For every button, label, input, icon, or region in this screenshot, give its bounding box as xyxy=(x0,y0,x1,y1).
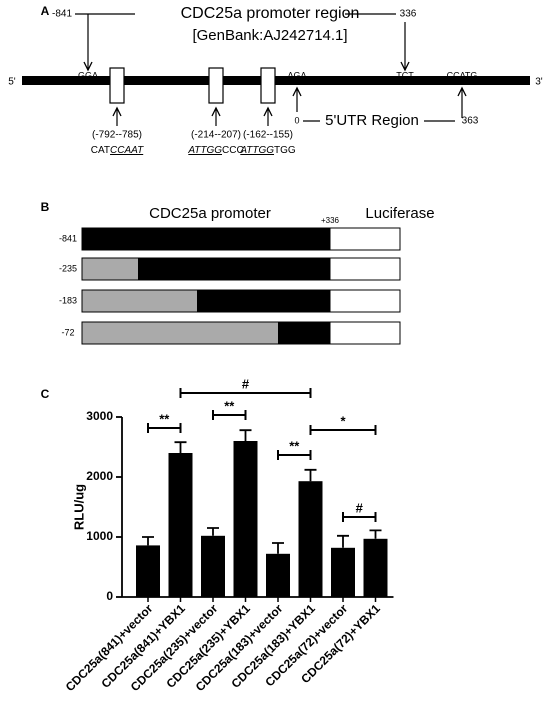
deleted-region xyxy=(82,258,138,280)
bar xyxy=(168,453,193,597)
panel-letter: B xyxy=(41,200,50,214)
error-bar xyxy=(207,527,219,536)
significance-label: * xyxy=(340,413,346,428)
arrow-head xyxy=(292,86,302,97)
deleted-region xyxy=(82,290,197,312)
construct-outline xyxy=(81,289,401,313)
luciferase-region xyxy=(329,321,401,345)
construct-label: -235 xyxy=(59,263,77,273)
arrow-head xyxy=(83,61,93,72)
construct-label: -72 xyxy=(61,327,74,337)
binding-box xyxy=(208,67,224,104)
sequence-part: ATTGG xyxy=(187,145,222,156)
construct-outline xyxy=(81,321,401,345)
bar xyxy=(363,538,388,597)
y-axis-label: RLU/ug xyxy=(71,484,86,530)
dna-strand xyxy=(22,76,530,85)
error-bar xyxy=(239,429,252,441)
arrow-head xyxy=(400,61,410,72)
utr-label: 5'UTR Region xyxy=(325,112,419,129)
error-bar xyxy=(369,529,382,539)
bar xyxy=(331,547,355,597)
construct-label: -841 xyxy=(59,233,77,243)
region-title: CDC25a promoter region xyxy=(181,5,360,22)
accession: [GenBank:AJ242714.1] xyxy=(192,27,347,44)
bar xyxy=(233,441,258,597)
significance-bracket xyxy=(342,512,377,522)
binding-box xyxy=(109,67,125,104)
promoter-label: CDC25a promoter xyxy=(149,205,271,222)
deleted-region xyxy=(82,322,278,344)
significance-label: # xyxy=(242,376,250,391)
arrow-head xyxy=(112,106,122,117)
sequence-part: CCC xyxy=(222,145,244,156)
arrow-head xyxy=(211,106,221,117)
luciferase-region xyxy=(329,227,401,251)
significance-label: ** xyxy=(224,398,235,413)
y-tick-label: 3000 xyxy=(86,409,113,423)
region-end: 336 xyxy=(400,9,417,20)
significance-label: ** xyxy=(289,438,300,453)
promoter-region xyxy=(278,322,330,344)
end-label: +336 xyxy=(321,216,340,225)
arrow-head xyxy=(457,86,467,97)
error-bar xyxy=(337,534,349,548)
significance-bracket xyxy=(277,450,312,460)
site-sequence: CATCCAAT xyxy=(91,145,144,156)
promoter-region xyxy=(138,258,330,280)
sequence-part: ATTGG xyxy=(239,145,274,156)
utr-start: 0 xyxy=(294,115,299,125)
bar xyxy=(266,553,290,597)
panel-letter: A xyxy=(41,4,50,18)
significance-bracket xyxy=(179,388,312,398)
codon: CCATG xyxy=(447,70,478,80)
site-sequence: ATTGGTGG xyxy=(239,145,296,156)
significance-label: # xyxy=(356,500,364,515)
error-bar xyxy=(304,468,317,482)
codon: AGA xyxy=(287,70,306,80)
panel-letter: C xyxy=(41,387,50,401)
error-bar xyxy=(174,441,187,453)
five-prime: 5' xyxy=(8,77,16,88)
significance-label: ** xyxy=(159,411,170,426)
site-range: (-162--155) xyxy=(243,130,293,141)
y-tick-label: 0 xyxy=(106,589,113,603)
y-tick-label: 2000 xyxy=(86,469,113,483)
codon: TCT xyxy=(396,70,414,80)
promoter-region xyxy=(197,290,330,312)
construct-outline xyxy=(81,257,401,281)
codon: GGA xyxy=(78,70,98,80)
bar xyxy=(136,545,160,597)
three-prime: 3' xyxy=(535,77,543,88)
site-range: (-792--785) xyxy=(92,130,142,141)
bar xyxy=(298,481,323,597)
construct-label: -183 xyxy=(59,295,77,305)
site-sequence: ATTGGCCC xyxy=(187,145,243,156)
luciferase-region xyxy=(329,257,401,281)
significance-bracket xyxy=(212,410,247,420)
error-bar xyxy=(142,536,154,546)
construct-outline xyxy=(81,227,401,251)
bar xyxy=(201,535,225,597)
site-range: (-214--207) xyxy=(191,130,241,141)
reporter-label: Luciferase xyxy=(365,205,434,222)
y-tick-label: 1000 xyxy=(86,529,113,543)
promoter-region xyxy=(82,228,330,250)
significance-bracket xyxy=(309,425,377,435)
region-start: -841 xyxy=(52,9,72,20)
luciferase-region xyxy=(329,289,401,313)
significance-bracket xyxy=(147,423,182,433)
binding-box xyxy=(260,67,276,104)
error-bar xyxy=(272,542,284,554)
utr-end: 363 xyxy=(462,116,479,127)
sequence-part: TGG xyxy=(274,145,296,156)
sequence-part: CCAAT xyxy=(110,145,144,156)
sequence-part: CAT xyxy=(91,145,110,156)
arrow-head xyxy=(263,106,273,117)
